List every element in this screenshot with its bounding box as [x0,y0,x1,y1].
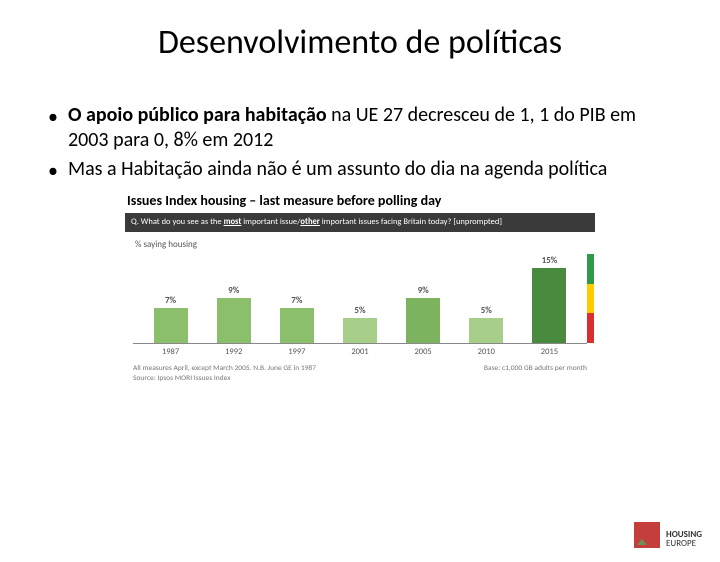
chart-question-bar: Q. What do you see as the most important… [125,213,595,232]
bar-value-label: 7% [165,295,176,306]
chart-container: Issues Index housing – last measure befo… [125,192,595,384]
chart-ylabel: % saying housing [135,239,595,250]
bullet-dot: • [48,157,68,184]
xaxis-label: 2010 [466,347,506,357]
q-other: other [300,217,319,227]
q-post: important issues facing Britain today? [… [320,217,502,227]
bar-value-label: 7% [291,295,302,306]
bullet-2-text: Mas a Habitação ainda não é um assunto d… [68,157,672,182]
bullet-1-strong: O apoio público para habitação [68,103,327,127]
chart-right-stripe [587,254,594,343]
bar-col: 9% [214,285,254,343]
bar [343,318,377,343]
bullet-2: • Mas a Habitação ainda não é um assunto… [48,157,672,184]
logo-housing-europe: HOUSING EUROPE [634,522,702,548]
xaxis-label: 2005 [403,347,443,357]
bar [469,318,503,343]
bar-value-label: 9% [228,285,239,296]
bar-value-label: 9% [418,285,429,296]
bar-value-label: 5% [481,305,492,316]
q-mid: important issue/ [241,217,300,227]
bar [280,308,314,343]
stripe-segment [587,284,594,314]
xaxis-label: 2015 [529,347,569,357]
bar-col: 7% [277,295,317,343]
logo-icon [634,522,660,548]
bar-col: 15% [529,255,569,343]
q-pre: Q. What do you see as the [131,217,224,227]
chart-heading: Issues Index housing – last measure befo… [127,192,595,209]
bar-col: 5% [466,305,506,343]
bar [532,268,566,343]
logo-line2: EUROPE [666,539,702,548]
chart-xaxis: 1987 1992 1997 2001 2005 2010 2015 [133,347,587,357]
logo-text: HOUSING EUROPE [666,530,702,548]
stripe-segment [587,313,594,343]
bar-col: 5% [340,305,380,343]
bullet-dot: • [48,103,68,130]
bar [406,298,440,343]
chart-footer-left: All measures April, except March 2005. N… [133,364,316,384]
chart-note-right: Base: c1,000 GB adults per month [484,364,587,384]
xaxis-label: 1987 [151,347,191,357]
bar [217,298,251,343]
bullet-1: • O apoio público para habitação na UE 2… [48,103,672,153]
stripe-segment [587,254,594,284]
bar-value-label: 15% [542,255,558,266]
chart-note2: Source: Ipsos MORI Issues Index [133,374,316,384]
q-most: most [224,217,242,227]
xaxis-label: 2001 [340,347,380,357]
bar-value-label: 5% [354,305,365,316]
bullet-list: • O apoio público para habitação na UE 2… [48,103,672,184]
bullet-1-text: O apoio público para habitação na UE 27 … [68,103,672,153]
bar-col: 9% [403,285,443,343]
xaxis-label: 1992 [214,347,254,357]
page-title: Desenvolvimento de políticas [0,22,720,63]
chart-bars-area: 7% 9% 7% 5% 9% 5% 15% [133,254,587,344]
bar [154,308,188,343]
bar-col: 7% [151,295,191,343]
xaxis-label: 1997 [277,347,317,357]
chart-note1: All measures April, except March 2005. N… [133,364,316,374]
chart-footer: All measures April, except March 2005. N… [133,364,587,384]
